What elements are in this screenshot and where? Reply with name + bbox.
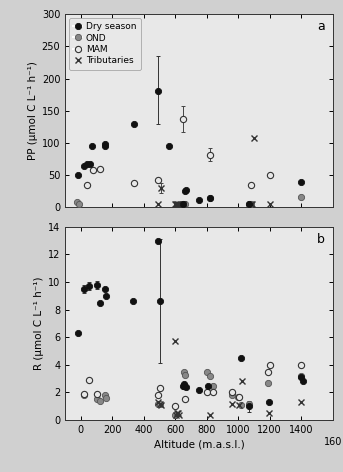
- Text: 160: 160: [323, 437, 342, 447]
- Legend: Dry season, OND, MAM, Tributaries: Dry season, OND, MAM, Tributaries: [69, 18, 141, 69]
- Y-axis label: PP (μmol C L⁻¹ h⁻¹): PP (μmol C L⁻¹ h⁻¹): [27, 61, 37, 160]
- Y-axis label: R (μmol C L⁻¹ h⁻¹): R (μmol C L⁻¹ h⁻¹): [34, 277, 44, 370]
- X-axis label: Altitude (m.a.s.l.): Altitude (m.a.s.l.): [154, 439, 244, 449]
- Text: b: b: [317, 233, 325, 245]
- Text: a: a: [317, 20, 325, 33]
